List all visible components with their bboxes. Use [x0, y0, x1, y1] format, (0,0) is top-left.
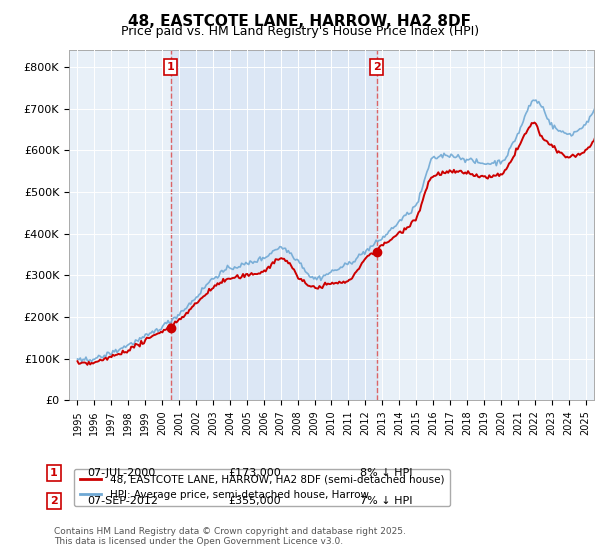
Text: 48, EASTCOTE LANE, HARROW, HA2 8DF: 48, EASTCOTE LANE, HARROW, HA2 8DF: [128, 14, 472, 29]
Text: £355,000: £355,000: [228, 496, 281, 506]
Text: 07-SEP-2012: 07-SEP-2012: [87, 496, 158, 506]
Bar: [170, 50, 377, 400]
Text: 8% ↓ HPI: 8% ↓ HPI: [360, 468, 413, 478]
Text: Price paid vs. HM Land Registry's House Price Index (HPI): Price paid vs. HM Land Registry's House …: [121, 25, 479, 38]
Legend: 48, EASTCOTE LANE, HARROW, HA2 8DF (semi-detached house), HPI: Average price, se: 48, EASTCOTE LANE, HARROW, HA2 8DF (semi…: [74, 469, 451, 506]
Text: 7% ↓ HPI: 7% ↓ HPI: [360, 496, 413, 506]
Text: Contains HM Land Registry data © Crown copyright and database right 2025.
This d: Contains HM Land Registry data © Crown c…: [54, 526, 406, 546]
Text: 07-JUL-2000: 07-JUL-2000: [87, 468, 155, 478]
Text: £173,000: £173,000: [228, 468, 281, 478]
Text: 2: 2: [50, 496, 58, 506]
Text: 1: 1: [167, 62, 175, 72]
Text: 1: 1: [50, 468, 58, 478]
Text: 2: 2: [373, 62, 380, 72]
